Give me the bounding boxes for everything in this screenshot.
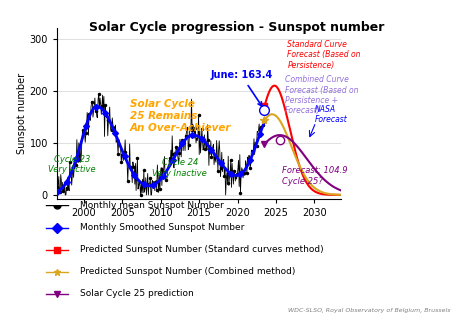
Text: Monthly Smoothed Sunspot Number: Monthly Smoothed Sunspot Number [80,223,244,232]
Text: NASA
Forecast: NASA Forecast [314,105,347,124]
Text: Solar Cycle 25 prediction: Solar Cycle 25 prediction [80,289,193,298]
Text: Cycle 24
Very Inactive: Cycle 24 Very Inactive [153,158,207,178]
Y-axis label: Sunspot number: Sunspot number [17,73,27,154]
Text: Predicted Sunspot Number (Combined method): Predicted Sunspot Number (Combined metho… [80,267,295,276]
Text: Predicted Sunspot Number (Standard curves method): Predicted Sunspot Number (Standard curve… [80,245,323,254]
Text: Standard Curve
Forecast (Based on
Persistence): Standard Curve Forecast (Based on Persis… [287,40,361,70]
Text: WDC-SLSO, Royal Observatory of Belgium, Brussels: WDC-SLSO, Royal Observatory of Belgium, … [289,308,451,313]
Text: Cycle 23
Very Active: Cycle 23 Very Active [48,155,96,174]
Text: Forecast: 104.9
Cycle 25?: Forecast: 104.9 Cycle 25? [282,166,348,186]
Text: Combined Curve
Forecast (Based on
Persistence +
Forecast): Combined Curve Forecast (Based on Persis… [285,75,359,115]
Text: Solar Cycle progression - Sunspot number: Solar Cycle progression - Sunspot number [89,21,385,33]
Text: Monthly mean Sunspot Number: Monthly mean Sunspot Number [80,201,223,210]
Text: Solar Cycle
25 Remains
An Over-Achiever: Solar Cycle 25 Remains An Over-Achiever [130,99,231,133]
Text: June: 163.4: June: 163.4 [210,70,273,106]
